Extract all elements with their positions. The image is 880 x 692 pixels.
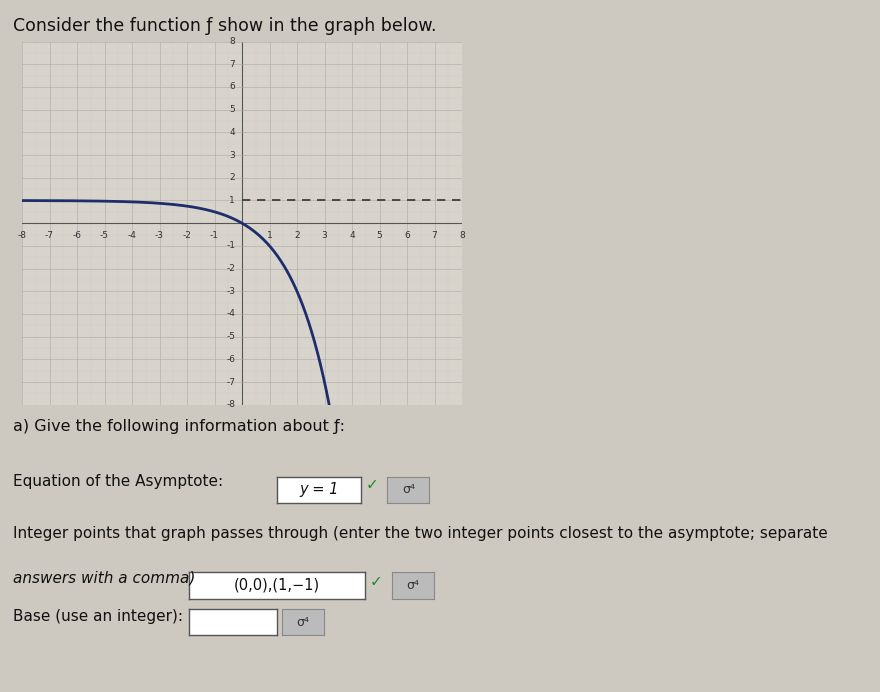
Text: Integer points that graph passes through (enter the two integer points closest t: Integer points that graph passes through… xyxy=(13,526,828,541)
Text: 3: 3 xyxy=(230,151,235,160)
Text: -1: -1 xyxy=(210,231,219,240)
Text: σ⁴: σ⁴ xyxy=(402,484,414,496)
Text: -6: -6 xyxy=(226,355,235,364)
Text: ✓: ✓ xyxy=(366,477,378,493)
Text: -2: -2 xyxy=(226,264,235,273)
Text: 4: 4 xyxy=(349,231,355,240)
Text: 8: 8 xyxy=(459,231,465,240)
Text: 5: 5 xyxy=(377,231,383,240)
Text: 8: 8 xyxy=(230,37,235,46)
Text: 6: 6 xyxy=(230,82,235,91)
Text: 4: 4 xyxy=(230,128,235,137)
Text: -8: -8 xyxy=(226,400,235,410)
Text: answers with a comma): answers with a comma) xyxy=(13,571,195,586)
Text: 7: 7 xyxy=(230,60,235,69)
Text: 2: 2 xyxy=(230,173,235,182)
Text: -4: -4 xyxy=(128,231,136,240)
Text: 2: 2 xyxy=(294,231,300,240)
Text: -6: -6 xyxy=(72,231,82,240)
Text: -7: -7 xyxy=(226,378,235,387)
Text: -2: -2 xyxy=(182,231,192,240)
Text: 3: 3 xyxy=(321,231,327,240)
Text: y = 1: y = 1 xyxy=(299,482,339,498)
Text: -4: -4 xyxy=(226,309,235,318)
Text: a) Give the following information about ƒ:: a) Give the following information about … xyxy=(13,419,345,434)
Text: -8: -8 xyxy=(18,231,26,240)
Text: ✓: ✓ xyxy=(370,574,382,590)
Text: -3: -3 xyxy=(155,231,164,240)
Text: 7: 7 xyxy=(431,231,437,240)
Text: 1: 1 xyxy=(230,196,235,205)
Text: σ⁴: σ⁴ xyxy=(297,616,309,628)
Text: (0,0),(1,−1): (0,0),(1,−1) xyxy=(234,578,320,593)
Text: Base (use an integer):: Base (use an integer): xyxy=(13,609,183,624)
Text: 1: 1 xyxy=(267,231,273,240)
Text: -5: -5 xyxy=(100,231,109,240)
Text: σ⁴: σ⁴ xyxy=(407,579,419,592)
Text: 6: 6 xyxy=(404,231,410,240)
Text: -7: -7 xyxy=(45,231,54,240)
Text: Consider the function ƒ show in the graph below.: Consider the function ƒ show in the grap… xyxy=(13,17,436,35)
Text: -3: -3 xyxy=(226,286,235,295)
Text: 5: 5 xyxy=(230,105,235,114)
Text: Equation of the Asymptote:: Equation of the Asymptote: xyxy=(13,474,224,489)
Text: -5: -5 xyxy=(226,332,235,341)
Text: -1: -1 xyxy=(226,242,235,251)
